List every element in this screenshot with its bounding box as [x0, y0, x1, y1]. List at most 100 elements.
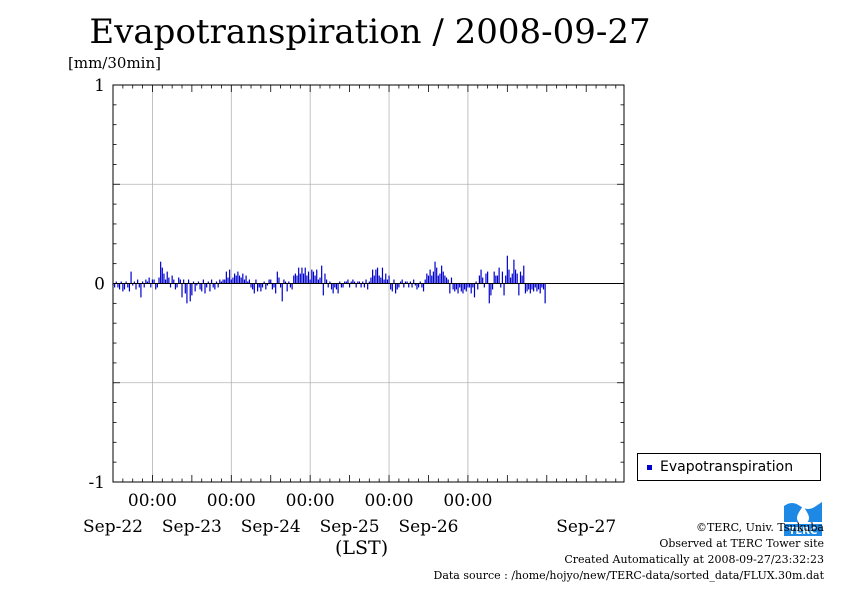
- chart-title: Evapotranspiration / 2008-09-27: [89, 12, 651, 52]
- bar: [135, 283, 137, 290]
- bar: [233, 273, 236, 284]
- bar: [330, 283, 333, 290]
- bar: [450, 277, 453, 284]
- bar: [137, 279, 139, 284]
- bar: [127, 283, 129, 288]
- axes: [112, 84, 625, 483]
- bar: [436, 267, 438, 284]
- bar: [316, 269, 318, 284]
- bar: [191, 283, 193, 296]
- bar: [441, 265, 443, 284]
- bar: [273, 283, 275, 288]
- bar: [339, 281, 341, 284]
- bar: [409, 281, 411, 284]
- bar: [457, 283, 459, 294]
- bar: [324, 273, 326, 284]
- bar: [487, 271, 489, 284]
- bar: [301, 267, 303, 284]
- bar: [258, 283, 260, 288]
- bar: [306, 275, 308, 284]
- bar: [212, 283, 214, 288]
- bar: [334, 283, 336, 288]
- copyright-text: ©TERC, Univ. Tsukuba: [695, 521, 824, 534]
- bar: [270, 279, 272, 284]
- x-tick-date-label: Sep-26: [398, 517, 458, 537]
- bar: [403, 283, 405, 288]
- bar: [358, 281, 361, 284]
- bar: [245, 275, 247, 284]
- bar: [184, 283, 186, 294]
- x-tick-date-label: Sep-24: [241, 517, 301, 537]
- x-tick-date-label: Sep-22: [83, 517, 143, 537]
- bar: [206, 283, 208, 288]
- bar: [284, 281, 287, 284]
- bar: [187, 279, 190, 284]
- bar: [352, 279, 354, 284]
- bar: [452, 283, 454, 290]
- bar: [186, 283, 188, 304]
- bar: [521, 275, 523, 284]
- bar: [537, 283, 540, 290]
- bar: [496, 275, 499, 284]
- bar: [260, 283, 262, 292]
- bar: [291, 283, 293, 290]
- terc-logo: TERC: [784, 502, 822, 537]
- bar: [304, 267, 306, 284]
- bar: [511, 273, 513, 284]
- x-tick-time-label: 00:00: [443, 491, 492, 511]
- bar: [529, 283, 531, 294]
- bar: [337, 283, 339, 294]
- bar: [145, 279, 147, 284]
- bar: [229, 269, 231, 284]
- bar: [454, 283, 456, 292]
- bar: [204, 283, 206, 294]
- bar: [376, 267, 379, 284]
- bar: [498, 267, 500, 284]
- bar: [488, 283, 490, 304]
- bar: [524, 283, 527, 294]
- bar: [307, 271, 310, 284]
- bar: [281, 283, 283, 302]
- bar: [480, 269, 482, 284]
- bar: [252, 283, 254, 290]
- bar: [303, 273, 305, 284]
- x-tick-time-label: 00:00: [286, 491, 335, 511]
- bar: [342, 283, 344, 288]
- bar: [444, 275, 446, 284]
- bar: [427, 275, 430, 284]
- bar: [388, 275, 390, 284]
- bar: [385, 273, 387, 284]
- series-bars: [112, 255, 546, 304]
- bar: [353, 281, 356, 284]
- bar: [319, 277, 321, 284]
- bar: [399, 281, 402, 284]
- bar: [232, 277, 234, 284]
- bar: [171, 275, 173, 284]
- bar: [513, 259, 515, 284]
- bar: [311, 269, 313, 284]
- x-tick-time-label: 00:00: [365, 491, 414, 511]
- bar: [250, 283, 252, 288]
- bar: [178, 277, 180, 284]
- bar: [220, 281, 223, 284]
- bar: [114, 283, 116, 288]
- bar: [326, 279, 328, 284]
- bar: [317, 279, 319, 284]
- bar: [503, 283, 505, 296]
- bar: [493, 271, 495, 284]
- bar: [390, 283, 392, 290]
- bar: [541, 283, 543, 288]
- bar: [539, 283, 541, 294]
- bar: [406, 281, 408, 284]
- bar: [332, 283, 334, 294]
- bar: [196, 283, 198, 286]
- bar: [123, 283, 126, 290]
- bar: [373, 275, 375, 284]
- bar: [160, 261, 162, 284]
- bar: [396, 283, 398, 290]
- bar: [490, 283, 492, 296]
- bar: [429, 269, 431, 284]
- bar: [357, 281, 359, 284]
- bar: [378, 275, 380, 284]
